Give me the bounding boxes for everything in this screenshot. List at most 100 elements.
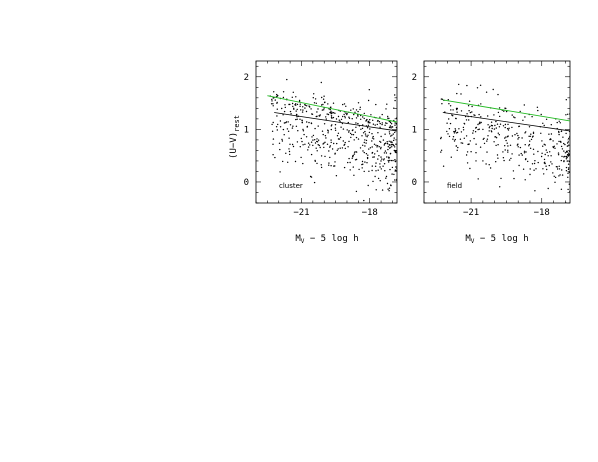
data-point <box>497 111 500 114</box>
data-point <box>529 173 531 176</box>
data-point <box>313 93 315 95</box>
data-point <box>468 100 471 102</box>
data-point <box>388 190 390 192</box>
data-point <box>395 166 397 168</box>
data-point <box>292 105 294 108</box>
data-point <box>377 119 379 122</box>
x-axis-title-rest: − 5 log h <box>304 234 358 244</box>
data-point <box>379 126 381 128</box>
data-point <box>271 98 273 101</box>
data-point <box>477 128 479 131</box>
data-point <box>498 107 501 109</box>
data-point <box>383 144 385 146</box>
data-point <box>331 117 333 119</box>
data-point <box>313 102 316 104</box>
data-point <box>300 109 302 111</box>
data-point <box>456 111 458 113</box>
data-point <box>301 119 303 121</box>
data-point <box>329 111 332 114</box>
data-point <box>385 108 387 110</box>
data-point <box>530 133 532 135</box>
data-point <box>276 115 278 117</box>
data-point <box>390 159 393 162</box>
data-point <box>543 158 546 161</box>
data-point <box>279 148 281 151</box>
data-point <box>536 106 539 109</box>
data-point <box>535 168 537 170</box>
data-point <box>365 139 368 142</box>
data-point <box>388 156 390 159</box>
data-point <box>546 151 548 154</box>
data-point <box>364 145 366 147</box>
data-point <box>451 114 453 116</box>
data-point <box>371 146 373 148</box>
data-point <box>513 177 515 180</box>
data-point <box>563 142 565 145</box>
data-point <box>377 169 379 171</box>
data-point <box>490 121 493 123</box>
data-point <box>354 159 357 161</box>
data-point <box>448 118 450 120</box>
data-point <box>467 105 470 107</box>
data-point <box>394 179 396 181</box>
data-point <box>273 91 275 93</box>
data-point <box>301 140 303 143</box>
data-point <box>302 162 304 165</box>
data-point <box>479 146 482 148</box>
data-point <box>475 126 478 129</box>
data-point <box>343 166 346 169</box>
data-point <box>540 113 542 116</box>
data-point <box>499 115 501 118</box>
data-point <box>514 117 516 119</box>
data-point <box>350 109 352 111</box>
data-point <box>545 118 548 121</box>
data-point <box>355 151 358 153</box>
data-point <box>440 151 442 153</box>
data-point <box>284 106 286 109</box>
data-point <box>490 130 492 132</box>
y-tick-label: 1 <box>244 125 249 135</box>
data-point <box>386 122 388 125</box>
data-point <box>330 141 332 144</box>
data-point <box>384 170 386 172</box>
data-point <box>567 163 570 165</box>
data-point <box>274 99 276 101</box>
data-point <box>394 159 396 161</box>
data-point <box>554 176 557 179</box>
data-point <box>544 153 546 156</box>
data-point <box>488 130 490 132</box>
data-point <box>351 133 353 136</box>
data-point <box>340 118 343 121</box>
data-point <box>475 143 477 145</box>
data-point <box>327 103 329 105</box>
data-point <box>380 135 382 138</box>
data-point <box>380 168 382 170</box>
data-point <box>564 152 567 154</box>
data-point <box>317 108 319 110</box>
data-point <box>507 123 509 126</box>
data-point <box>306 126 308 128</box>
data-point <box>362 150 364 152</box>
data-point <box>316 141 319 143</box>
data-point <box>478 122 480 125</box>
data-point <box>387 159 389 162</box>
data-point <box>373 156 375 158</box>
green-fit-line <box>267 95 397 123</box>
data-point <box>550 155 552 157</box>
data-point <box>558 140 560 143</box>
data-point <box>352 166 354 168</box>
data-point <box>316 150 318 152</box>
data-point <box>454 128 456 130</box>
data-point <box>362 116 364 118</box>
data-point <box>394 131 396 134</box>
data-point <box>504 145 506 147</box>
data-point <box>293 108 295 110</box>
data-point <box>328 150 330 152</box>
x-axis-title-subscript: V <box>301 238 305 245</box>
data-point <box>453 130 455 133</box>
data-point <box>320 104 323 106</box>
data-point <box>329 108 331 111</box>
data-point <box>368 131 371 134</box>
data-point <box>520 152 522 155</box>
y-tick-label: 0 <box>412 178 417 188</box>
